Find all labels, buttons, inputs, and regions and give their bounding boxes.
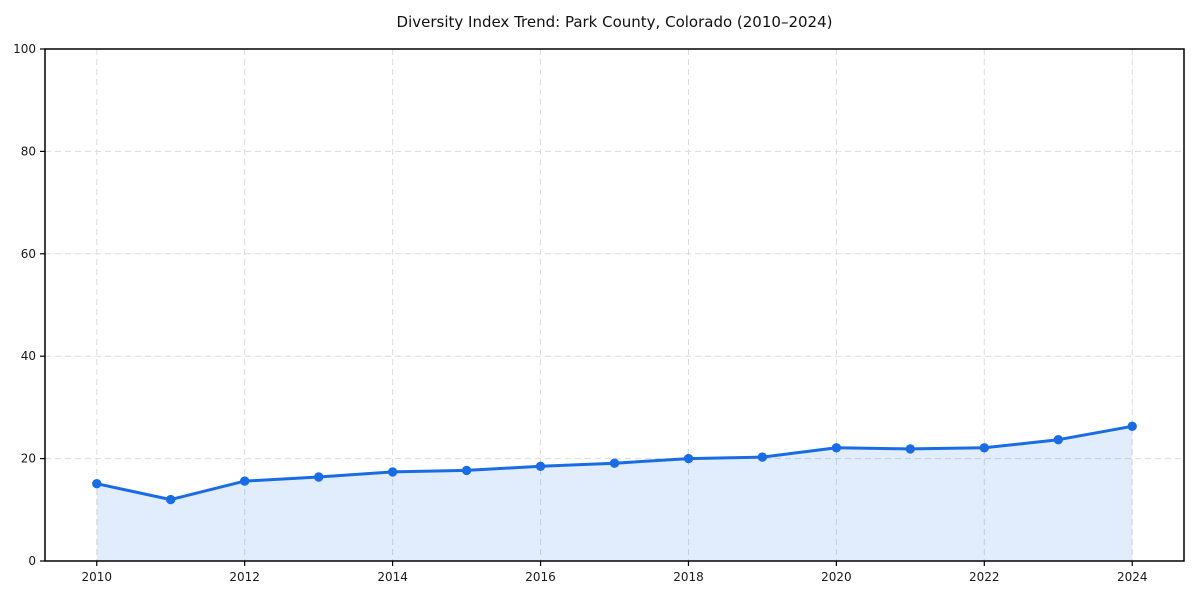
chart-title: Diversity Index Trend: Park County, Colo… <box>396 13 833 31</box>
x-tick-label: 2024 <box>1117 570 1148 584</box>
y-tick-label: 60 <box>21 247 36 261</box>
data-point <box>683 453 694 464</box>
data-point <box>609 458 620 468</box>
y-tick-label: 40 <box>21 349 36 363</box>
y-tick-label: 100 <box>13 42 36 56</box>
data-point <box>1127 421 1137 431</box>
x-tick-label: 2018 <box>673 570 704 584</box>
x-tick-label: 2022 <box>969 570 1000 584</box>
data-point <box>461 465 472 476</box>
y-tick-label: 20 <box>21 452 36 466</box>
data-point <box>757 452 768 462</box>
data-point <box>314 472 324 482</box>
series-area-fill <box>96 426 1133 561</box>
data-point <box>166 494 176 505</box>
data-point <box>979 443 989 453</box>
y-tick-label: 80 <box>21 144 36 158</box>
x-tick-label: 2010 <box>81 570 112 584</box>
data-point <box>387 467 398 477</box>
y-tick-label: 0 <box>28 554 36 568</box>
x-tick-label: 2012 <box>229 570 260 584</box>
x-tick-label: 2020 <box>821 570 852 584</box>
x-tick-label: 2014 <box>377 570 408 584</box>
x-tick-label: 2016 <box>525 570 556 584</box>
axes-spines <box>44 48 1185 562</box>
data-point <box>831 443 842 453</box>
data-point <box>535 461 546 471</box>
data-point <box>905 444 915 454</box>
data-point <box>240 476 250 486</box>
data-point <box>1053 435 1064 445</box>
data-point <box>92 479 102 489</box>
